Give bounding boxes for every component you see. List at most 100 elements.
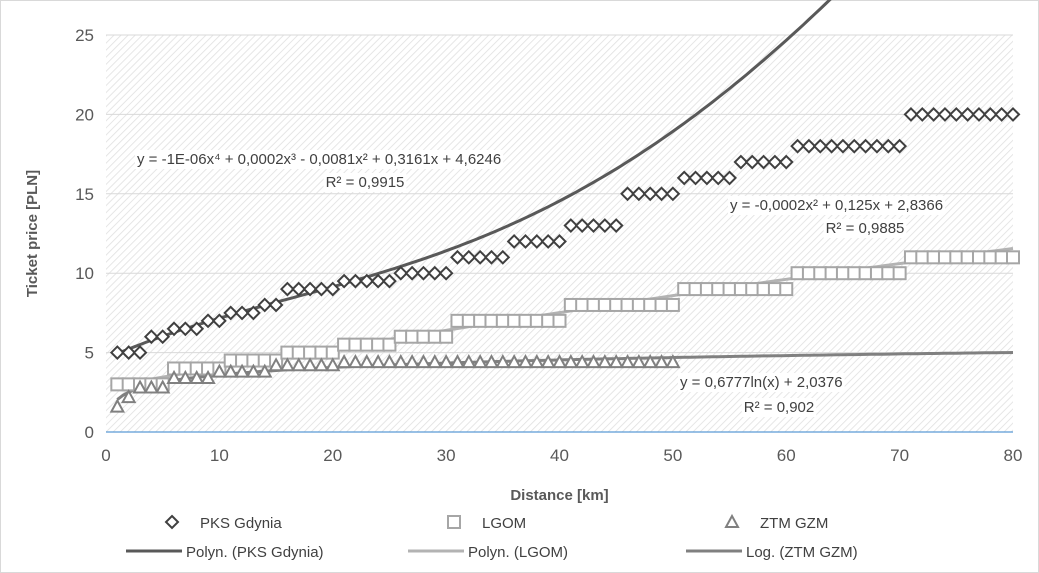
data-point-diamond	[109, 345, 125, 361]
data-point-diamond	[211, 313, 227, 329]
data-point-square	[371, 337, 386, 352]
data-point-diamond	[790, 138, 806, 154]
data-point-diamond	[540, 234, 556, 249]
data-point-square	[473, 313, 488, 328]
data-point-square	[688, 282, 703, 297]
data-point-square	[767, 282, 782, 297]
r2-bg	[323, 173, 407, 192]
data-point-triangle	[120, 388, 137, 404]
data-point-diamond	[404, 265, 420, 281]
y-tick-label: 5	[85, 344, 94, 363]
data-point-square	[586, 297, 601, 312]
data-point-diamond	[744, 154, 760, 170]
data-point-diamond	[880, 138, 896, 154]
data-point-diamond	[948, 106, 964, 122]
data-point-diamond	[586, 218, 601, 233]
y-tick-label: 0	[85, 423, 94, 442]
equation-bg	[678, 373, 845, 392]
data-point-square	[677, 282, 692, 297]
y-tick-label: 15	[75, 185, 94, 204]
data-point-diamond	[155, 329, 171, 345]
data-point-diamond	[1005, 106, 1021, 122]
data-point-square	[541, 313, 556, 328]
data-point-square	[337, 337, 352, 352]
data-point-diamond	[461, 249, 477, 265]
data-point-diamond	[710, 170, 726, 186]
legend-marker-diamond	[164, 514, 180, 530]
data-point-diamond	[359, 273, 375, 289]
data-point-diamond	[756, 154, 771, 170]
data-point-square	[416, 329, 431, 344]
data-point-triangle	[563, 354, 579, 369]
legend-label: ZTM GZM	[760, 515, 828, 532]
data-point-triangle	[449, 354, 466, 369]
data-point-triangle	[245, 363, 262, 378]
r2-bg	[741, 398, 817, 417]
data-point-triangle	[540, 354, 556, 369]
data-point-square	[405, 329, 420, 344]
data-point-triangle	[279, 357, 296, 372]
data-point-square	[303, 345, 318, 360]
data-point-diamond	[926, 106, 942, 122]
data-point-diamond	[812, 138, 828, 154]
data-point-diamond	[529, 234, 545, 249]
r2-bg	[823, 219, 907, 238]
data-point-diamond	[982, 106, 998, 122]
data-point-diamond	[688, 170, 703, 186]
data-point-diamond	[121, 345, 137, 361]
data-point-square	[881, 266, 896, 281]
data-point-diamond	[302, 281, 318, 297]
data-point-triangle	[347, 354, 364, 369]
x-tick-label: 70	[890, 446, 909, 465]
data-point-square	[745, 282, 760, 297]
data-point-square	[382, 337, 397, 352]
data-point-square	[971, 250, 986, 265]
x-tick-label: 30	[437, 446, 456, 465]
data-point-triangle	[325, 357, 341, 372]
data-point-square	[835, 266, 850, 281]
data-point-diamond	[665, 186, 681, 202]
data-point-diamond	[438, 265, 454, 281]
data-point-square	[699, 282, 714, 297]
data-point-triangle	[438, 354, 454, 369]
data-point-diamond	[279, 281, 295, 297]
data-point-diamond	[892, 138, 908, 154]
data-point-square	[450, 313, 465, 328]
data-point-diamond	[608, 218, 624, 233]
trendline-equation: y = -0,0002x² + 0,125x + 2,8366	[730, 197, 943, 214]
data-point-square	[348, 337, 363, 352]
data-point-triangle	[109, 398, 126, 413]
data-point-triangle	[313, 357, 330, 372]
data-point-triangle	[585, 354, 602, 369]
data-point-triangle	[200, 369, 216, 385]
data-point-square	[461, 313, 476, 328]
data-point-square	[824, 266, 839, 281]
data-point-square	[643, 297, 658, 312]
data-point-square	[892, 266, 907, 281]
x-tick-label: 0	[101, 446, 110, 465]
data-point-diamond	[450, 249, 465, 265]
data-point-square	[359, 337, 374, 352]
data-point-square	[325, 345, 340, 360]
x-tick-label: 40	[550, 446, 569, 465]
data-point-diamond	[143, 329, 159, 345]
y-axis-title: Ticket price [PLN]	[24, 170, 41, 297]
data-point-triangle	[653, 354, 670, 369]
data-point-diamond	[506, 234, 522, 249]
data-point-square	[291, 345, 306, 360]
data-point-triangle	[415, 354, 432, 369]
data-point-diamond	[597, 218, 613, 233]
data-point-triangle	[483, 354, 500, 369]
data-point-square	[926, 250, 941, 265]
legend-label: Polyn. (PKS Gdynia)	[186, 544, 324, 561]
data-point-diamond	[518, 234, 533, 249]
data-point-diamond	[778, 154, 794, 170]
data-point-square	[733, 282, 748, 297]
legend-marker-square	[447, 515, 461, 529]
data-point-triangle	[619, 354, 636, 369]
data-point-square	[949, 250, 964, 265]
data-point-triangle	[302, 357, 318, 372]
data-point-triangle	[370, 354, 386, 369]
data-point-diamond	[574, 218, 590, 233]
